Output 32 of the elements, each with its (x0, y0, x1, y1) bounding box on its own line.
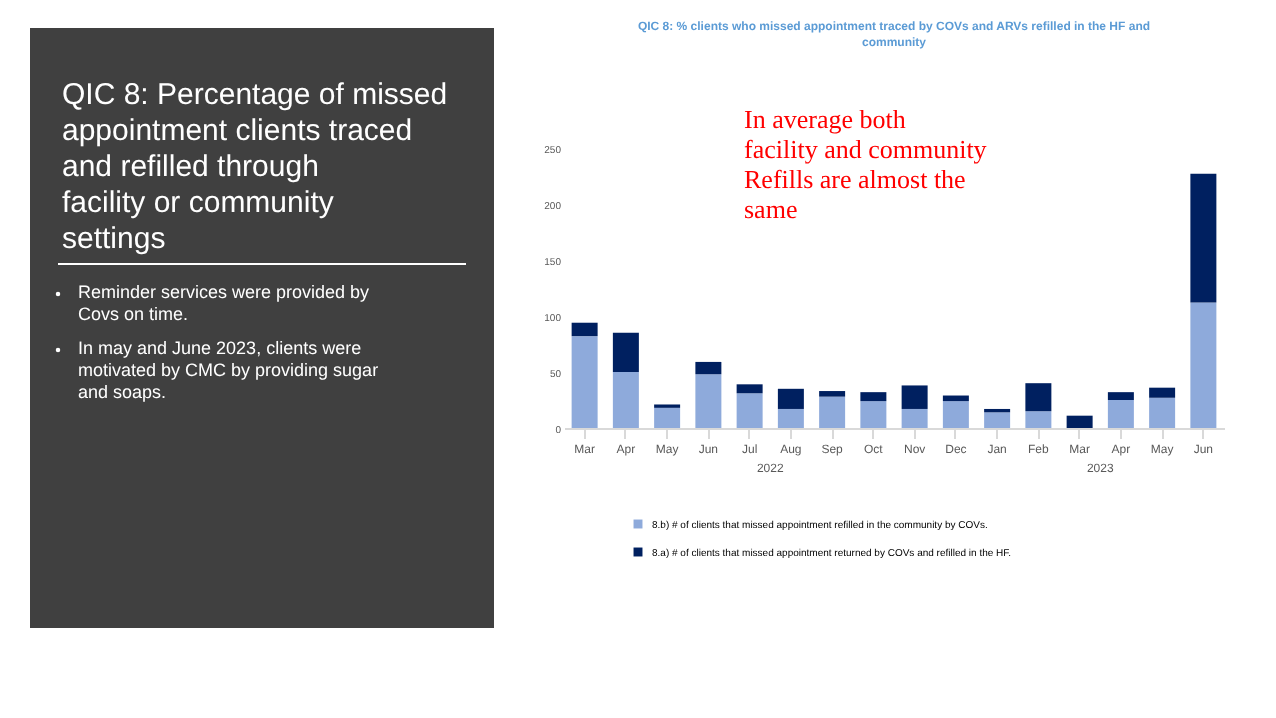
bar (1190, 302, 1217, 428)
bar (901, 385, 928, 409)
text: QIC 8: Percentage of missed appointment clients traced and refilled through facility or community settings (62, 78, 448, 256)
text: In may and June 2023, clients were motivated by CMC by providing sugar and soaps. (78, 338, 379, 402)
bar (901, 408, 928, 428)
bar (1190, 173, 1217, 303)
bar (860, 401, 887, 428)
bar (571, 336, 598, 428)
bar (1149, 397, 1176, 428)
bar (695, 361, 722, 375)
bar (860, 392, 887, 402)
bar (1025, 383, 1052, 412)
bar (1107, 392, 1134, 400)
bar (819, 396, 846, 428)
text: Reminder services were provided by Covs on time. (78, 282, 371, 324)
bar (942, 401, 969, 428)
bar (612, 332, 639, 372)
bar (777, 388, 804, 409)
annotation: In average both facility and community Refills are almost the same (744, 104, 988, 224)
bar (695, 374, 722, 428)
bar (736, 384, 763, 394)
bar (654, 407, 681, 428)
bar (612, 372, 639, 428)
bar (1066, 415, 1093, 428)
bar (736, 393, 763, 428)
bar (984, 412, 1011, 428)
bar (571, 322, 598, 337)
bar (1149, 387, 1176, 398)
bar (777, 408, 804, 428)
bar (1025, 411, 1052, 428)
bar (1107, 400, 1134, 428)
bar (819, 391, 846, 397)
